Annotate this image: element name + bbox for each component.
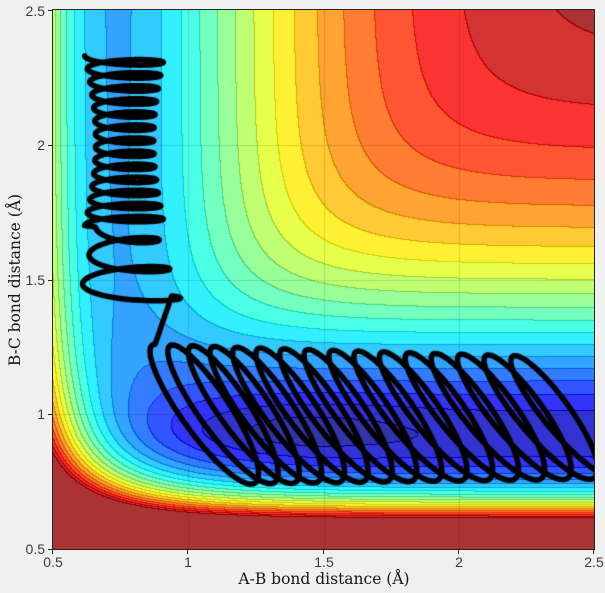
x-tick-mark xyxy=(52,550,53,554)
y-tick-label: 2.5 xyxy=(25,3,45,19)
plot-area xyxy=(52,9,595,550)
y-tick-mark xyxy=(48,549,52,550)
x-tick-label: 2.5 xyxy=(584,554,604,570)
y-tick-label: 0.5 xyxy=(25,541,45,557)
x-tick-label: 0.5 xyxy=(43,554,63,570)
x-tick-mark xyxy=(323,550,324,554)
x-tick-mark xyxy=(458,550,459,554)
y-tick-label: 1 xyxy=(37,406,45,422)
pes-contour-canvas xyxy=(53,10,594,549)
y-tick-mark xyxy=(48,10,52,11)
x-axis-label: A-B bond distance (Å) xyxy=(238,570,410,588)
x-tick-mark xyxy=(593,550,594,554)
x-tick-label: 2 xyxy=(455,554,463,570)
y-tick-label: 2 xyxy=(37,137,45,153)
y-axis-label: B-C bond distance (Å) xyxy=(6,193,24,367)
y-tick-label: 1.5 xyxy=(25,272,45,288)
x-tick-mark xyxy=(187,550,188,554)
y-tick-mark xyxy=(48,414,52,415)
x-tick-label: 1.5 xyxy=(314,554,334,570)
x-tick-label: 1 xyxy=(184,554,192,570)
y-tick-mark xyxy=(48,280,52,281)
y-tick-mark xyxy=(48,145,52,146)
